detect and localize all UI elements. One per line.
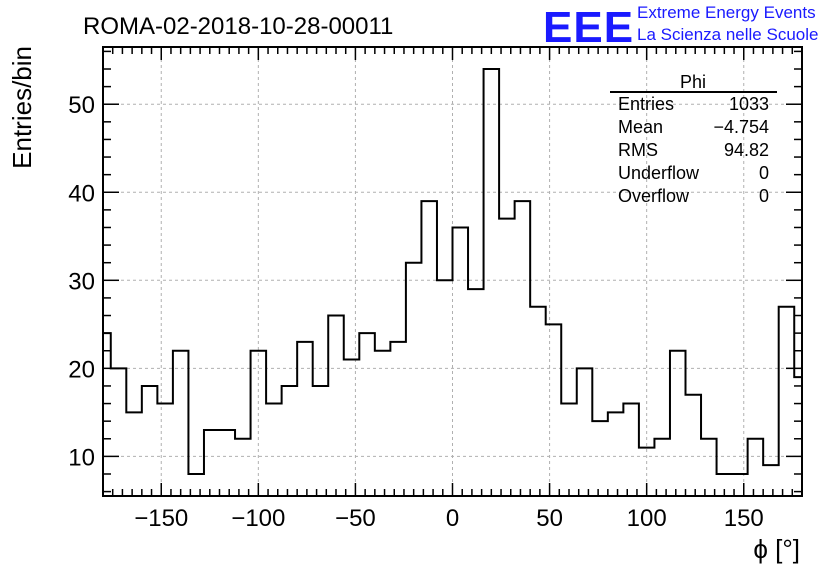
histogram-bin (359, 333, 375, 496)
histogram-bin (328, 316, 344, 496)
histogram-bin (235, 439, 251, 496)
eee-logo: EEE Extreme Energy Events La Scienza nel… (543, 3, 818, 52)
y-tick-label: 40 (68, 180, 95, 207)
histogram-bin (406, 263, 422, 496)
x-tick-label: −100 (231, 505, 285, 532)
stats-value-overflow: 0 (759, 186, 769, 206)
histogram-bin (437, 280, 453, 496)
histogram-bin (670, 351, 686, 496)
histogram-bin (623, 404, 639, 496)
stats-label-rms: RMS (618, 140, 658, 160)
stats-label-mean: Mean (618, 117, 663, 137)
stats-title: Phi (680, 72, 706, 92)
histogram-bin (297, 342, 313, 496)
histogram-bin (484, 69, 500, 496)
histogram-bin (344, 360, 360, 496)
axis-ticks (103, 47, 802, 496)
x-tick-label: 50 (536, 505, 563, 532)
histogram-bin (453, 227, 469, 496)
histogram-outline (103, 68, 803, 475)
histogram-bin (499, 219, 515, 496)
stats-label-underflow: Underflow (618, 163, 700, 183)
histogram-bin (204, 430, 220, 496)
x-tick-label: 100 (627, 505, 667, 532)
x-tick-label: −50 (335, 505, 376, 532)
brand-line-1: Extreme Energy Events (637, 3, 816, 22)
histogram-bin (103, 333, 111, 496)
histogram-bin (530, 307, 546, 496)
y-tick-label: 10 (68, 444, 95, 471)
histogram-bin (173, 351, 189, 496)
x-tick-labels: −150 −100 −50 0 50 100 150 (134, 505, 764, 532)
histogram-bin (686, 395, 702, 496)
histogram-bin (763, 465, 779, 496)
y-axis-label: Entries/bin (7, 46, 37, 169)
stats-value-entries: 1033 (729, 94, 769, 114)
y-tick-label: 30 (68, 268, 95, 295)
histogram-bin (375, 351, 391, 496)
histogram-bin (142, 386, 158, 496)
x-tick-label: −150 (134, 505, 188, 532)
stats-label-overflow: Overflow (618, 186, 690, 206)
histogram-bin (779, 307, 795, 496)
histogram-bin (266, 404, 282, 496)
x-tick-label: 150 (724, 505, 764, 532)
y-tick-label: 20 (68, 356, 95, 383)
histogram-bin (282, 386, 298, 496)
histogram-bin (794, 377, 802, 496)
brand-line-2: La Scienza nelle Scuole (637, 25, 818, 44)
histogram-bin (608, 412, 624, 496)
histogram-bin (390, 342, 406, 496)
y-tick-label: 50 (68, 92, 95, 119)
histogram-bin (592, 421, 608, 496)
stats-box: Phi Entries 1033 Mean −4.754 RMS 94.82 U… (610, 72, 777, 206)
x-tick-label: 0 (446, 505, 459, 532)
histogram-bin (220, 430, 236, 496)
histogram-bin (157, 404, 173, 496)
histogram-bin (515, 201, 531, 496)
histogram-bin (111, 368, 127, 496)
histogram-bin (313, 386, 329, 496)
histogram-bin (654, 439, 670, 496)
histogram-bin (468, 289, 484, 496)
stats-value-underflow: 0 (759, 163, 769, 183)
histogram-bin (577, 368, 593, 496)
stats-value-rms: 94.82 (724, 140, 769, 160)
eee-logo-mark: EEE (543, 3, 634, 52)
histogram-bin (701, 439, 717, 496)
stats-value-mean: −4.754 (713, 117, 769, 137)
histogram-bin (126, 412, 142, 496)
stats-label-entries: Entries (618, 94, 674, 114)
x-axis-label: ϕ [°] (753, 534, 800, 564)
histogram-bin (421, 201, 437, 496)
histogram-bin (561, 404, 577, 496)
histogram-bin (748, 439, 764, 496)
chart-title: ROMA-02-2018-10-28-00011 (83, 13, 393, 40)
y-tick-labels: 10 20 30 40 50 (68, 92, 95, 471)
histogram-bin (546, 324, 562, 496)
